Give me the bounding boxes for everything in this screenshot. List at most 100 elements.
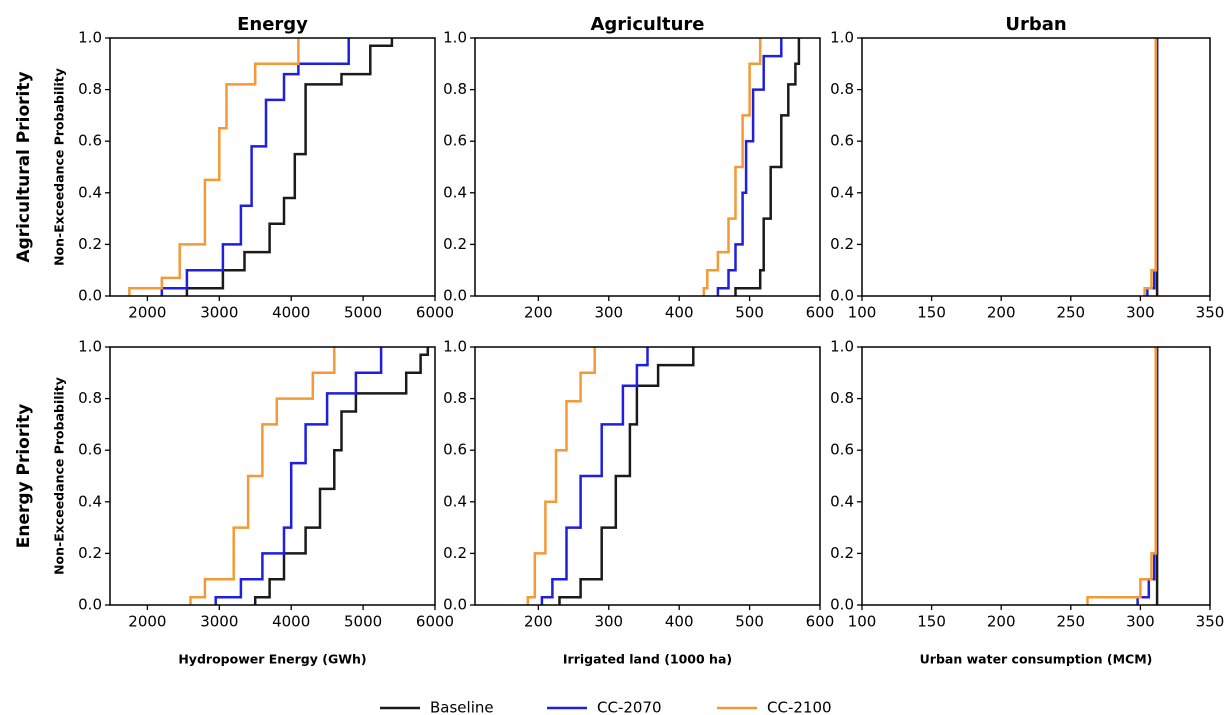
x-tick-label: 350: [1196, 613, 1225, 631]
y-tick-label: 1.0: [443, 338, 467, 356]
y-tick-label: 0.0: [443, 287, 467, 305]
y-tick-label: 0.4: [443, 492, 467, 510]
y-tick-label: 0.2: [443, 544, 467, 562]
x-tick-label: 2000: [128, 613, 166, 631]
x-tick-label: 150: [917, 304, 946, 322]
row-label: Agricultural Priority: [14, 71, 34, 262]
y-tick-label: 0.0: [443, 596, 467, 614]
cdf-line: [1086, 347, 1157, 605]
x-axis-label: Urban water consumption (MCM): [920, 652, 1153, 667]
cdf-line: [702, 38, 762, 296]
y-tick-label: 0.4: [443, 183, 467, 201]
x-tick-label: 250: [1056, 304, 1085, 322]
cdf-line: [160, 38, 350, 296]
cdf-line: [734, 38, 801, 296]
x-tick-label: 400: [665, 613, 694, 631]
y-tick-label: 0.4: [78, 492, 102, 510]
x-tick-label: 300: [594, 304, 623, 322]
x-tick-label: 500: [735, 613, 764, 631]
y-tick-label: 0.2: [443, 235, 467, 253]
row-label: Energy Priority: [14, 404, 34, 549]
x-tick-label: 6000: [416, 613, 454, 631]
x-tick-label: 500: [735, 304, 764, 322]
axes-frame: [861, 37, 1211, 297]
panel-title: Urban: [1005, 14, 1066, 35]
x-tick-label: 200: [987, 304, 1016, 322]
x-tick-label: 5000: [344, 304, 382, 322]
y-axis-label: Non-Exceedance Probability: [52, 377, 67, 575]
cdf-line: [1143, 38, 1157, 296]
y-tick-label: 0.6: [443, 441, 467, 459]
x-tick-label: 5000: [344, 613, 382, 631]
y-tick-label: 0.8: [443, 389, 467, 407]
axes-frame: [109, 37, 436, 297]
y-tick-label: 0.2: [78, 544, 102, 562]
cdf-line: [558, 347, 695, 605]
axes-frame: [474, 37, 821, 297]
y-tick-label: 0.4: [830, 183, 854, 201]
cdf-line: [128, 38, 300, 296]
cdf-line: [189, 347, 336, 605]
x-axis-label: Hydropower Energy (GWh): [178, 652, 366, 667]
y-tick-label: 1.0: [78, 29, 102, 47]
y-tick-label: 0.4: [830, 492, 854, 510]
y-tick-label: 0.6: [830, 441, 854, 459]
y-tick-label: 0.0: [830, 596, 854, 614]
y-tick-label: 0.8: [830, 389, 854, 407]
x-tick-label: 300: [1126, 304, 1155, 322]
x-tick-label: 400: [665, 304, 694, 322]
y-tick-label: 0.0: [830, 287, 854, 305]
panel-title: Agriculture: [590, 14, 704, 35]
x-tick-label: 200: [987, 613, 1016, 631]
y-tick-label: 0.8: [78, 80, 102, 98]
axes-frame: [109, 346, 436, 606]
x-tick-label: 150: [917, 613, 946, 631]
y-tick-label: 0.0: [78, 596, 102, 614]
x-tick-label: 4000: [272, 613, 310, 631]
x-tick-label: 6000: [416, 304, 454, 322]
axes-frame: [474, 346, 821, 606]
cdf-line: [1146, 38, 1159, 296]
y-tick-label: 0.2: [78, 235, 102, 253]
x-axis-label: Irrigated land (1000 ha): [563, 652, 732, 667]
cdf-line: [716, 38, 783, 296]
x-tick-label: 600: [806, 304, 835, 322]
cdf-line: [526, 347, 596, 605]
y-tick-label: 0.6: [78, 441, 102, 459]
cdf-line: [1136, 347, 1159, 605]
x-tick-label: 300: [594, 613, 623, 631]
x-tick-label: 3000: [200, 613, 238, 631]
legend-label: CC-2100: [767, 699, 832, 715]
cdf-line: [214, 347, 383, 605]
y-axis-label: Non-Exceedance Probability: [52, 68, 67, 266]
y-tick-label: 0.8: [443, 80, 467, 98]
y-tick-label: 0.6: [830, 132, 854, 150]
axes-frame: [861, 346, 1211, 606]
x-tick-label: 4000: [272, 304, 310, 322]
x-tick-label: 100: [848, 304, 877, 322]
legend-label: Baseline: [430, 699, 494, 715]
x-tick-label: 200: [524, 613, 553, 631]
x-tick-label: 250: [1056, 613, 1085, 631]
y-tick-label: 0.0: [78, 287, 102, 305]
y-tick-label: 0.8: [830, 80, 854, 98]
x-tick-label: 200: [524, 304, 553, 322]
cdf-line: [185, 38, 394, 296]
x-tick-label: 2000: [128, 304, 166, 322]
x-tick-label: 100: [848, 613, 877, 631]
y-tick-label: 0.6: [443, 132, 467, 150]
y-tick-label: 1.0: [78, 338, 102, 356]
panel-title: Energy: [237, 14, 308, 35]
cdf-line: [540, 347, 649, 605]
legend-label: CC-2070: [597, 699, 662, 715]
x-tick-label: 350: [1196, 304, 1225, 322]
y-tick-label: 1.0: [830, 338, 854, 356]
y-tick-label: 1.0: [443, 29, 467, 47]
x-tick-label: 600: [806, 613, 835, 631]
y-tick-label: 1.0: [830, 29, 854, 47]
y-tick-label: 0.2: [830, 544, 854, 562]
cdf-line: [253, 347, 430, 605]
x-tick-label: 3000: [200, 304, 238, 322]
